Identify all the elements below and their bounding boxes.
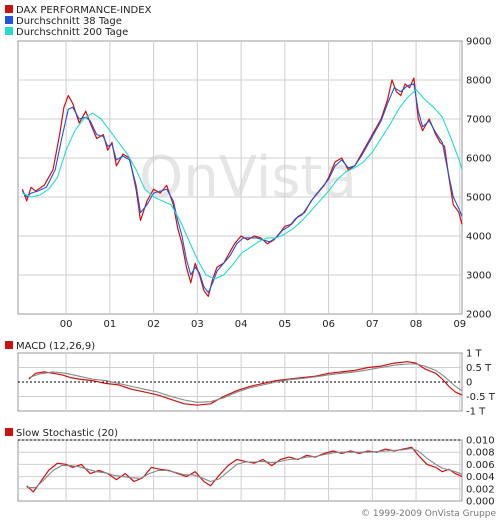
stoch-panel-frame: [17, 439, 463, 502]
main-series-2: [22, 89, 463, 280]
macd-y-tick-label: -1 T: [466, 407, 486, 418]
main-y-tick-label: 2000: [466, 310, 491, 321]
stoch-y-tick-label: 0.000: [466, 497, 495, 508]
legend-item-ma38: Durchschnitt 38 Tage: [5, 16, 122, 27]
macd-series-0: [28, 361, 463, 406]
x-tick-label-02: 02: [147, 319, 160, 330]
macd-y-tick-label: 0.5 T: [466, 363, 492, 374]
main-y-tick-label: 7000: [466, 115, 491, 126]
main-series-0: [21, 77, 463, 297]
main-y-tick-label: 3000: [466, 271, 491, 282]
macd-series-1: [28, 363, 463, 403]
legend-item-ma200: Durchschnitt 200 Tage: [5, 27, 128, 38]
stoch-y-tick-label: 0.002: [466, 484, 495, 495]
grid-layer: [18, 41, 462, 501]
legend-item-dax: DAX PERFORMANCE-INDEX: [5, 5, 152, 16]
legend-swatch-dax: [5, 5, 13, 13]
legend-label-ma38: Durchschnitt 38 Tage: [16, 16, 122, 27]
stoch-series-1: [26, 447, 463, 489]
legend-label-dax: DAX PERFORMANCE-INDEX: [16, 5, 152, 16]
macd-y-tick-label: 0: [466, 378, 472, 389]
tick-label-layer: 2000 3000 4000 5000 6000 7000 8000 9000 00 01 02 03…: [60, 37, 496, 508]
series-layer: [21, 77, 463, 493]
stoch-legend-swatch: [5, 428, 13, 436]
legend-label-ma200: Durchschnitt 200 Tage: [16, 27, 128, 38]
x-tick-label-06: 06: [322, 319, 335, 330]
copyright: © 1999-2009 OnVista Gruppe: [361, 509, 496, 519]
macd-legend-swatch: [5, 341, 13, 349]
main-series-1: [21, 83, 463, 294]
macd-title: MACD (12,26,9): [16, 341, 95, 352]
main-y-tick-label: 4000: [466, 232, 491, 243]
main-y-tick-label: 8000: [466, 76, 491, 87]
x-tick-label-03: 03: [191, 319, 204, 330]
stoch-y-tick-label: 0.008: [466, 448, 495, 459]
legend-swatch-ma38: [5, 16, 13, 24]
x-tick-label-04: 04: [235, 319, 248, 330]
x-tick-label-01: 01: [103, 319, 116, 330]
macd-y-tick-label: 1 T: [466, 349, 483, 360]
stoch-y-tick-label: 0.006: [466, 460, 495, 471]
stoch-title: Slow Stochastic (20): [16, 428, 118, 439]
stoch-legend: Slow Stochastic (20): [5, 428, 118, 439]
macd-legend: MACD (12,26,9): [5, 341, 95, 352]
stoch-y-tick-label: 0.010: [466, 436, 495, 447]
watermark: OnVista: [139, 145, 357, 210]
main-y-tick-label: 5000: [466, 193, 491, 204]
main-panel-frame: [17, 40, 463, 315]
x-tick-label-08: 08: [410, 319, 423, 330]
stoch-y-tick-label: 0.004: [466, 472, 495, 483]
x-tick-label-09: 09: [453, 319, 466, 330]
main-legend: DAX PERFORMANCE-INDEX Durchschnitt 38 Ta…: [5, 5, 152, 38]
x-tick-label-00: 00: [60, 319, 73, 330]
x-tick-label-07: 07: [366, 319, 379, 330]
main-y-tick-label: 9000: [466, 37, 491, 48]
main-y-tick-label: 6000: [466, 154, 491, 165]
x-tick-label-05: 05: [278, 319, 291, 330]
macd-y-tick-label: -0.5 T: [466, 392, 496, 403]
legend-swatch-ma200: [5, 27, 13, 35]
